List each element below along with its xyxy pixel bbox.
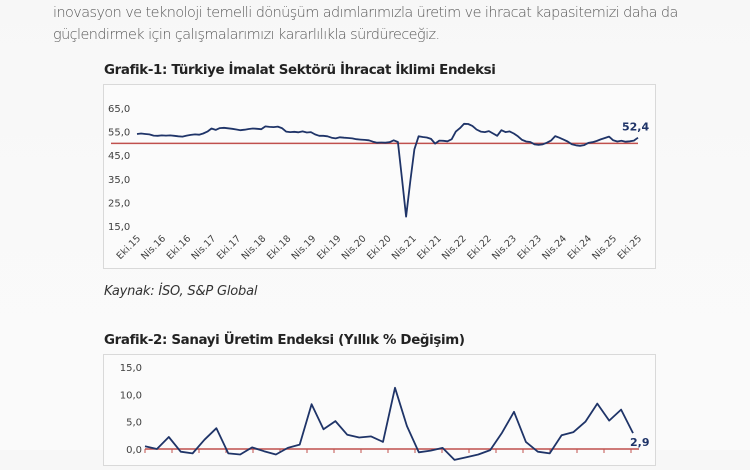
y-tick-label: 15,0 xyxy=(120,363,142,374)
chart-1-source: Kaynak: İSO, S&P Global xyxy=(104,284,258,299)
x-tick-label: Nis.18 xyxy=(240,233,269,262)
x-tick-label: Nis.20 xyxy=(340,233,369,262)
x-tick-label: Eki.20 xyxy=(365,233,393,261)
x-tick-label: Eki.18 xyxy=(265,233,293,261)
y-tick-label: 65,0 xyxy=(108,104,130,115)
y-tick-label: 45,0 xyxy=(108,151,130,162)
x-tick-label: Eki.21 xyxy=(415,233,443,261)
x-tick-label: Nis.24 xyxy=(540,233,569,262)
intro-line-1: inovasyon ve teknoloji temelli dönüşüm a… xyxy=(53,5,678,21)
x-tick-label: Eki.16 xyxy=(165,233,193,261)
y-tick-label: 5,0 xyxy=(126,418,142,429)
chart-1-plot: 15,0 25,0 35,0 45,0 55,0 65,0 52,4 Eki.15Nis.16… xyxy=(108,104,649,262)
x-tick-label: Nis.22 xyxy=(440,233,469,262)
index-line xyxy=(136,122,639,218)
x-tick-label: Eki.25 xyxy=(616,233,644,261)
x-tick-label: Eki.24 xyxy=(566,233,594,261)
y-tick-label: 35,0 xyxy=(108,175,130,186)
x-tick-label: Eki.17 xyxy=(215,233,243,261)
y-tick-label: 15,0 xyxy=(108,222,130,233)
x-tick-label: Eki.23 xyxy=(515,233,543,261)
x-tick-label: Nis.25 xyxy=(590,233,619,262)
chart-2-plot: 0,0 5,0 10,0 15,0 2,9 xyxy=(120,363,650,461)
y-tick-label: 0,0 xyxy=(126,445,142,456)
chart-1-title: Grafik-1: Türkiye İmalat Sektörü İhracat… xyxy=(104,63,496,78)
x-tick-label: Eki.15 xyxy=(115,233,143,261)
chart-2-title: Grafik-2: Sanayi Üretim Endeksi (Yıllık … xyxy=(104,333,465,348)
intro-line-2: güçlendirmek için çalışmalarımızı kararl… xyxy=(53,27,440,43)
x-tick-label: Eki.22 xyxy=(465,233,493,261)
y-tick-label: 55,0 xyxy=(108,128,130,139)
y-tick-label: 10,0 xyxy=(120,390,142,401)
x-tick-label: Nis.16 xyxy=(139,233,168,262)
x-tick-label: Nis.23 xyxy=(490,233,519,262)
end-value-label: 2,9 xyxy=(630,436,650,449)
chart-1-frame: 15,0 25,0 35,0 45,0 55,0 65,0 52,4 Eki.15 Nis.16… xyxy=(103,84,656,269)
x-tick-label: Nis.19 xyxy=(290,233,319,262)
chart-2-frame: 0,0 5,0 10,0 15,0 2,9 xyxy=(103,354,656,466)
end-value-label: 52,4 xyxy=(622,121,649,134)
x-tick-label: Eki.19 xyxy=(315,233,343,261)
x-tick-label: Nis.21 xyxy=(390,233,419,262)
intro-paragraph: inovasyon ve teknoloji temelli dönüşüm a… xyxy=(53,2,733,46)
y-tick-label: 25,0 xyxy=(108,198,130,209)
x-tick-label: Nis.17 xyxy=(189,233,218,262)
